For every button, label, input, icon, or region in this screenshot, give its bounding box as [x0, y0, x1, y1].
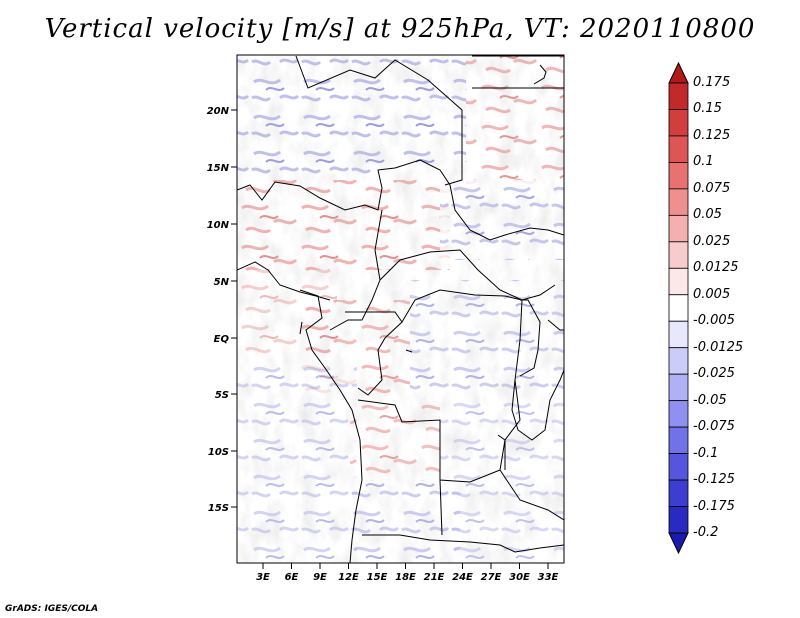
- colorbar-swatch: [668, 400, 689, 428]
- colorbar-swatch: [668, 109, 689, 137]
- colorbar-swatch: [668, 135, 689, 163]
- longitude-ticks: 3E 6E 9E 12E 15E 18E 21E 24E 27E 30E 33E: [256, 563, 559, 583]
- colorbar: [668, 61, 689, 555]
- lon-tick-label: 21E: [424, 572, 445, 583]
- colorbar-top-arrow: [668, 61, 689, 84]
- lon-tick-label: 30E: [509, 572, 530, 583]
- colorbar-label: -0.1: [693, 445, 719, 461]
- colorbar-label: 0.075: [693, 180, 731, 196]
- colorbar-label: -0.025: [693, 366, 735, 382]
- colorbar-label: -0.05: [693, 392, 727, 408]
- colorbar-bottom-arrow: [668, 532, 689, 555]
- lon-tick-label: 27E: [481, 572, 502, 583]
- lon-tick-label: 24E: [452, 572, 473, 583]
- colorbar-label: 0.025: [693, 233, 731, 249]
- colorbar-swatch: [668, 347, 689, 375]
- lon-tick-label: 3E: [256, 572, 270, 583]
- colorbar-swatch: [668, 82, 689, 110]
- lon-tick-label: 33E: [538, 572, 559, 583]
- latitude-ticks: 20N 15N 10N 5N EQ 5S 10S 15S: [207, 106, 237, 514]
- colorbar-label: 0.15: [693, 101, 722, 117]
- colorbar-label: -0.005: [693, 313, 735, 329]
- colorbar-swatch: [668, 294, 689, 322]
- colorbar-swatch: [668, 188, 689, 216]
- chart-title: Vertical velocity [m/s] at 925hPa, VT: 2…: [44, 14, 756, 44]
- lon-tick-label: 12E: [338, 572, 359, 583]
- colorbar-label: 0.1: [693, 154, 714, 170]
- lat-tick-label: 10N: [207, 220, 230, 231]
- lat-tick-label: 15S: [208, 503, 229, 514]
- lon-tick-label: 18E: [395, 572, 416, 583]
- colorbar-swatch: [668, 373, 689, 402]
- lat-tick-label: 5S: [215, 390, 229, 401]
- colorbar-label: 0.175: [693, 75, 731, 90]
- colorbar-label: -0.075: [693, 419, 735, 435]
- colorbar-swatch: [668, 214, 689, 243]
- colorbar-swatch: [668, 241, 689, 269]
- colorbar-label: 0.125: [693, 127, 731, 143]
- colorbar-swatch: [668, 453, 689, 481]
- colorbar-label: -0.0125: [693, 339, 744, 355]
- colorbar-label: 0.05: [693, 207, 722, 223]
- lon-tick-label: 6E: [285, 572, 299, 583]
- colorbar-swatch: [668, 479, 689, 507]
- lat-tick-label: 10S: [208, 447, 229, 458]
- colorbar-label: -0.175: [693, 498, 735, 514]
- velocity-field: [237, 55, 564, 563]
- lat-tick-label: 5N: [214, 277, 230, 288]
- colorbar-swatch: [668, 506, 689, 534]
- grads-credit: GrADS: IGES/COLA: [5, 604, 99, 614]
- colorbar-swatch: [668, 267, 689, 296]
- map-frame: [236, 54, 565, 564]
- country-borders: [237, 55, 564, 563]
- colorbar-swatch: [668, 426, 689, 454]
- lat-tick-label: 15N: [207, 163, 230, 174]
- colorbar-swatch: [668, 162, 689, 190]
- colorbar-label: 0.0125: [693, 260, 739, 276]
- colorbar-label: 0.005: [693, 286, 731, 302]
- colorbar-label: -0.125: [693, 472, 735, 488]
- lat-tick-label: EQ: [214, 334, 230, 345]
- lat-tick-label: 20N: [207, 106, 230, 117]
- lon-tick-label: 15E: [367, 572, 388, 583]
- lon-tick-label: 9E: [313, 572, 327, 583]
- colorbar-swatch: [668, 320, 689, 349]
- colorbar-label: -0.2: [693, 525, 719, 540]
